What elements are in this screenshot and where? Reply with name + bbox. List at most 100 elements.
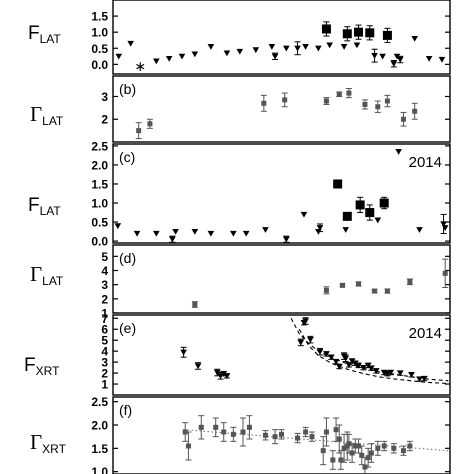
data-point-triangle [387,369,394,376]
data-point-triangle [440,221,447,228]
panel-2-frame [112,75,451,143]
panel-label: (b) [119,81,136,97]
data-point-triangle [416,376,423,383]
data-point-square [349,450,355,456]
panel-label: (e) [119,320,136,336]
data-point-triangle [223,373,231,380]
data-point-square [362,464,368,470]
data-point-triangle [207,230,215,237]
y-tick-label: 2.0 [91,419,108,433]
data-point-triangle [217,373,224,380]
data-point-square [323,98,329,104]
data-point-triangle [316,349,324,355]
data-point-triangle [335,363,343,370]
data-point-triangle [360,365,367,371]
data-point-square [372,288,378,294]
year-annotation: 2014 [409,325,442,342]
ylabel-panel-f: ΓXRT [30,430,66,456]
data-point-square [185,443,191,449]
y-tick-label: 3 [101,90,108,104]
ylabel-main: Γ [30,430,43,454]
data-point-triangle [441,225,449,231]
data-point-triangle [332,358,340,365]
data-point-square [338,457,344,463]
y-tick-label: 4 [101,264,108,278]
ylabel-main: Γ [30,262,43,286]
data-point-square [262,432,268,438]
data-point-square [230,431,236,437]
y-tick-label: 3 [101,356,108,370]
data-point-square [279,431,284,437]
data-point-square [346,441,352,447]
data-point-square [320,448,326,454]
data-point-triangle [283,45,290,52]
data-point-square [147,121,153,127]
data-point-square [384,288,390,294]
panel-1-frame [112,0,451,75]
ylabel-panel-a: FLAT [28,24,61,45]
data-point-triangle [379,53,386,60]
data-point-triangle [438,56,446,63]
data-point-square [407,443,413,449]
data-point-triangle [127,40,134,47]
data-point-square [412,108,418,114]
data-point-triangle [165,55,173,62]
y-tick-label: 1.0 [91,197,108,211]
data-point-square [213,424,219,430]
y-tick-label: 1.0 [91,26,108,40]
data-point-triangle [372,368,380,375]
ylabel-panel-e: FXRT [24,356,59,377]
data-point-square [407,279,413,285]
data-point-square [365,455,371,461]
data-point-square [391,445,397,451]
data-point-triangle [300,211,308,218]
data-point-square [221,429,227,435]
ylabel-main: F [28,195,40,216]
y-tick-label: 1.5 [91,10,108,24]
data-point-triangle [252,47,260,54]
data-point-square [381,443,387,449]
data-point-triangle [153,230,160,237]
panel-3-frame [112,143,451,244]
data-point-square [342,29,352,39]
data-point-triangle [342,227,349,233]
data-point-triangle [153,58,160,65]
ylabel-main: F [24,355,36,376]
y-tick-label: 1 [101,378,108,392]
data-point-triangle [416,227,423,233]
data-point-triangle [169,236,176,243]
data-point-triangle [315,45,322,52]
data-point-triangle [194,363,202,370]
data-point-square [379,198,389,208]
data-point-square [309,434,315,440]
data-point-square [382,30,392,40]
data-point-square [336,91,342,97]
data-point-square [365,208,375,218]
data-point-triangle [268,44,276,50]
data-point-triangle [172,228,179,235]
dotted-curve [183,429,449,452]
data-point-triangle [371,53,378,59]
data-point-triangle [178,53,186,60]
y-tick-label: 3 [101,278,108,292]
ylabel-sub: LAT [42,274,64,288]
y-tick-label: 2.5 [91,139,108,153]
data-point-triangle [342,355,349,362]
panel-label: (d) [119,250,136,266]
data-point-square [321,24,331,34]
ylabel-sub: XRT [35,364,60,378]
ylabel-sub: XRT [42,442,66,456]
data-point-triangle [421,375,428,382]
data-point-square [272,434,278,440]
data-point-triangle [191,228,199,235]
year-annotation: 2014 [409,154,442,171]
data-point-triangle [323,351,330,358]
data-point-triangle [220,371,228,377]
data-point-triangle [396,56,404,63]
data-point-square [295,435,301,441]
y-tick-label: 0.0 [91,58,108,72]
y-tick-label: 2 [101,113,108,127]
data-point-square [352,443,358,449]
y-tick-label: 6 [101,323,108,337]
